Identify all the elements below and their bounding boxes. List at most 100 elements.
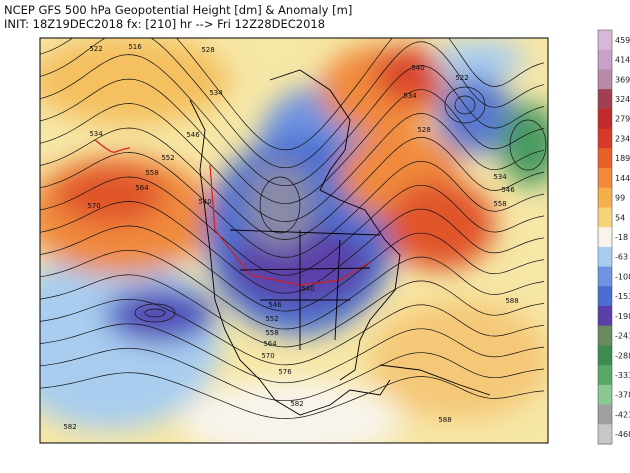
contour-loop (509, 119, 547, 171)
contour-label: 534 (493, 173, 507, 181)
height-contours (40, 38, 547, 419)
colorbar-swatch (598, 365, 612, 386)
colorbar-swatch (598, 128, 612, 149)
contour-line (40, 127, 545, 240)
anomaly-contour (209, 164, 371, 286)
colorbar-label: -333 (615, 371, 630, 380)
colorbar-label: 54 (615, 213, 625, 222)
contour-label: 534 (89, 130, 103, 138)
contour-line (40, 372, 545, 419)
contour-line (40, 225, 545, 312)
contour-label: 558 (265, 329, 278, 337)
colorbar-label: 414 (615, 56, 630, 65)
contour-label: 582 (290, 400, 303, 408)
colorbar-label: 99 (615, 194, 625, 203)
colorbar-swatch (598, 384, 612, 406)
contour-loop (454, 95, 476, 115)
contour-loop (444, 86, 486, 124)
colorbar-swatch (598, 266, 612, 287)
colorbar-label: -63 (615, 253, 628, 262)
anomaly-contour (94, 139, 131, 153)
colorbar-frame (597, 29, 613, 445)
colorbar-swatch (598, 89, 612, 110)
contour-label: 588 (438, 416, 451, 424)
contour-label: 588 (505, 297, 518, 305)
contour-label: 552 (161, 154, 174, 162)
contour-loop (259, 176, 301, 234)
contour-label: 534 (209, 89, 223, 97)
contour-label: 552 (265, 315, 278, 323)
anomaly-field (40, 38, 548, 443)
contour-loop (134, 303, 176, 323)
colorbar-label: -423 (615, 410, 630, 419)
map: 522 516 5285345465345525585645705405345285… (40, 38, 548, 443)
contour-label: 546 (268, 301, 282, 309)
contour-label: 522 (455, 74, 468, 82)
colorbar-label: -243 (615, 332, 630, 341)
contour-label: 558 (145, 169, 158, 177)
colorbar-swatch (598, 404, 612, 425)
colorbar-swatch (598, 424, 612, 445)
contour-line (40, 298, 545, 366)
colorbar-label: -108 (615, 272, 630, 281)
contour-label: 540 (411, 64, 424, 72)
contour-label: 534 (403, 92, 417, 100)
colorbar-label: 369 (615, 75, 630, 84)
colorbar-label: 189 (615, 154, 630, 163)
colorbar-swatch (598, 246, 612, 268)
contour-label: 570 (87, 202, 100, 210)
colorbar-swatch (598, 306, 612, 327)
contour-label: 546 (186, 131, 200, 139)
contour-label: 582 (63, 423, 76, 431)
contour-line (40, 78, 545, 205)
contour-line (40, 347, 545, 402)
contour-label: 546 (501, 186, 515, 194)
colorbar-swatch (598, 69, 612, 90)
init-line: INIT: 18Z19DEC2018 fx: [210] hr --> Fri … (4, 17, 325, 31)
colorbar-label: -153 (615, 292, 630, 301)
contour-line (40, 274, 545, 348)
contour-label: 522 (89, 45, 102, 53)
contour-label: 576 (278, 368, 292, 376)
contour-label: 540 (301, 285, 314, 293)
colorbar-swatch (598, 49, 612, 70)
map-frame (39, 37, 549, 444)
contour-label: 564 (135, 184, 149, 192)
contour-line (40, 38, 545, 169)
colorbar-label: -288 (615, 351, 630, 360)
contour-label: 558 (493, 200, 506, 208)
colorbar-swatch (598, 286, 612, 307)
colorbar-label: -468 (615, 430, 630, 439)
contour-line (40, 152, 545, 258)
contour-loop (144, 308, 166, 318)
colorbar-swatch (598, 30, 612, 51)
contour-label: 528 (417, 126, 430, 134)
contour-label: 516 (128, 43, 142, 51)
contour-line (40, 54, 545, 187)
contour-label: 540 (198, 198, 211, 206)
colorbar-label: 234 (615, 134, 630, 143)
colorbar-swatch (598, 108, 612, 130)
colorbar-swatch (598, 325, 612, 346)
contour-line (40, 176, 545, 276)
contour-line (40, 103, 545, 222)
colorbar-label: -198 (615, 312, 630, 321)
contour-label: 564 (263, 340, 277, 348)
colorbar-swatch (598, 148, 612, 169)
colorbar: 459 414 369 324 279 234 189 144 99 54 -18 -63 -108 -1… (597, 29, 630, 445)
colorbar-label: 144 (615, 174, 630, 183)
contour-label: 528 (201, 46, 214, 54)
contour-line (40, 250, 545, 330)
colorbar-label: 324 (615, 95, 630, 104)
colorbar-swatch (598, 207, 612, 228)
colorbar-label: -378 (615, 391, 630, 400)
colorbar-label: 459 (615, 36, 630, 45)
colorbar-swatch (598, 227, 612, 248)
colorbar-label: -18 (615, 233, 628, 242)
colorbar-swatch (598, 168, 612, 189)
coastlines (189, 69, 491, 416)
contour-line (40, 201, 545, 294)
colorbar-swatch (598, 187, 612, 208)
